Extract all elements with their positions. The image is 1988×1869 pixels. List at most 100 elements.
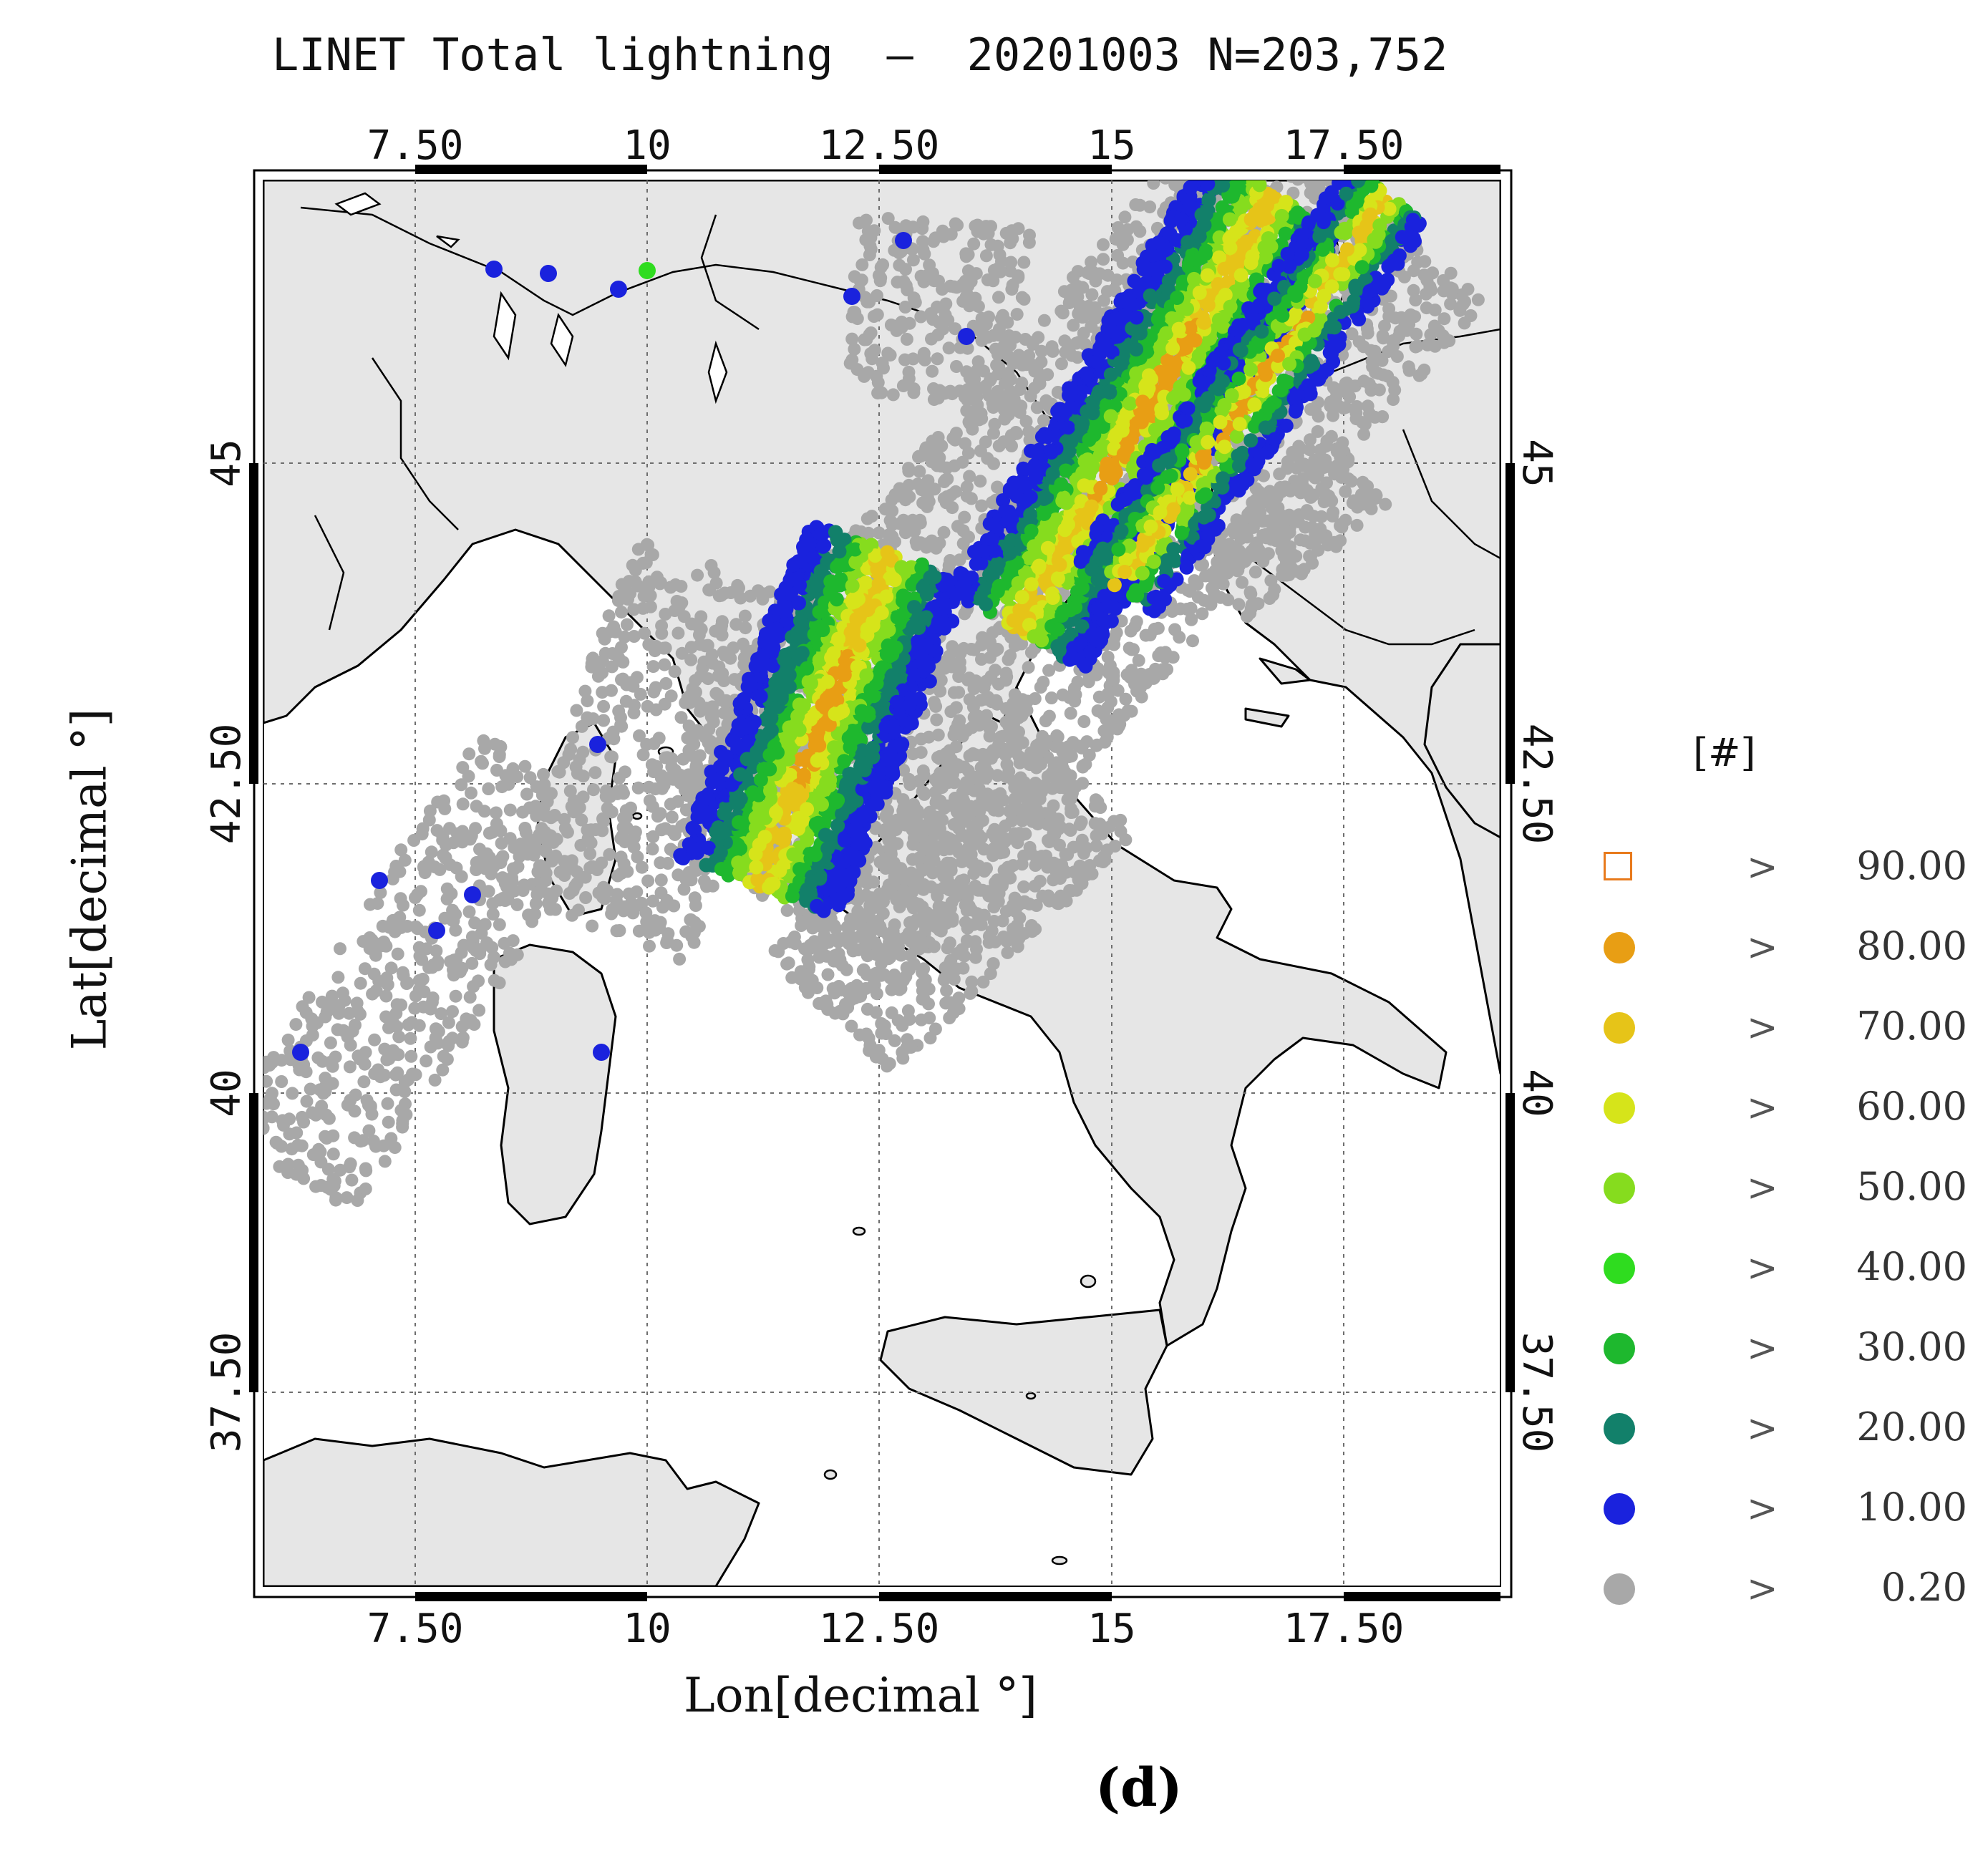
strike-dot [941, 856, 954, 870]
strike-dot [917, 768, 931, 782]
strike-dot [362, 1124, 376, 1137]
strike-dot [1264, 574, 1278, 588]
strike-dot [1471, 293, 1485, 306]
strike-dot [1233, 121, 1246, 134]
strike-dot [480, 847, 494, 860]
strike-dot [997, 930, 1010, 943]
strike-dot [1016, 693, 1029, 707]
strike-dot [1357, 340, 1370, 354]
strike-dot [934, 684, 947, 698]
strike-dot [1005, 724, 1018, 738]
strike-dot [1256, 155, 1269, 168]
strike-dot [1128, 619, 1142, 633]
strike-dot [986, 641, 999, 655]
strike-dot [992, 887, 1006, 900]
strike-dot [919, 923, 932, 936]
strike-dot [649, 703, 663, 717]
strike-dot [456, 797, 470, 811]
strike-dot [1101, 650, 1115, 664]
strike-dot [322, 1078, 336, 1092]
strike-dot [886, 530, 899, 543]
strike-dot [465, 930, 479, 943]
strike-dot [872, 1044, 886, 1057]
strike-dot [1000, 757, 1014, 771]
strike-dot [961, 921, 974, 935]
strike-dot [1047, 799, 1060, 812]
strike-dot [518, 822, 532, 835]
strike-dot [656, 900, 669, 914]
strike-dot [1097, 253, 1110, 266]
strike-dot [718, 586, 732, 600]
strike-dot [958, 510, 971, 524]
strike-dot [867, 310, 881, 323]
strike-dot [1243, 586, 1257, 599]
strike-dot [690, 758, 703, 772]
strike-dot [1196, 132, 1209, 145]
strike-dot [396, 1120, 409, 1134]
strike-dot [1022, 897, 1036, 911]
strike-dot [1085, 288, 1099, 301]
strike-dot [641, 874, 655, 888]
strike-dot [886, 504, 899, 518]
strike-dot [1071, 265, 1085, 278]
strike-dot [1022, 661, 1035, 674]
strike-dot [411, 922, 425, 936]
strike-dot [422, 961, 436, 974]
strike-dot [661, 751, 674, 764]
strike-dot [562, 748, 576, 762]
strike-dot [719, 694, 733, 707]
strike-dot [862, 1031, 876, 1045]
strike-dot [952, 822, 966, 835]
strike-dot [334, 1163, 347, 1177]
strike-dot [604, 625, 618, 639]
strike-dot [586, 651, 600, 665]
strike-dot [1165, 605, 1179, 618]
strike-dot [1306, 510, 1320, 523]
strike-dot [1107, 716, 1121, 729]
strike-dot [1223, 153, 1236, 166]
strike-dot [1208, 587, 1221, 601]
strike-dot [943, 907, 956, 921]
strike-dot [902, 478, 916, 492]
strike-dot [384, 961, 398, 975]
strike-dot [1229, 126, 1242, 139]
strike-dot [446, 1005, 459, 1019]
strike-dot [329, 1193, 342, 1207]
strike-dot [336, 1024, 350, 1037]
strike-dot [989, 802, 1003, 815]
strike-dot [455, 1035, 469, 1049]
strike-dot [1382, 302, 1396, 316]
strike-dot [391, 1066, 404, 1079]
strike-dot [389, 1006, 403, 1020]
strike-dot [674, 711, 688, 724]
strike-dot [832, 935, 845, 948]
strike-dot [351, 1049, 365, 1063]
strike-dot [306, 1029, 319, 1042]
strike-dot [916, 821, 930, 835]
strike-dot [661, 927, 675, 941]
strike-dot [412, 974, 426, 987]
strike-dot [908, 810, 921, 823]
strike-dot [1108, 840, 1122, 853]
land-sardinia [493, 943, 617, 1225]
strike-dot [836, 1007, 850, 1021]
strike-dot [581, 823, 594, 837]
strike-dot [1172, 155, 1185, 168]
map-title: LINET Total lightning – 20201003 N=203,7… [272, 29, 1448, 81]
strike-dot [1334, 534, 1347, 548]
strike-dot [646, 548, 659, 561]
strike-dot [1054, 872, 1067, 885]
strike-dot [871, 376, 885, 389]
strike-dot [1090, 829, 1103, 843]
strike-dot [428, 1073, 442, 1087]
strike-dot [368, 1033, 382, 1047]
strike-dot [981, 766, 994, 780]
strike-dot [1064, 769, 1077, 782]
strike-dot [1009, 426, 1023, 439]
strike-dot [369, 1140, 382, 1153]
strike-dot [1306, 556, 1319, 570]
strike-dot [553, 765, 566, 779]
strike-dot [631, 781, 645, 795]
strike-dot [334, 942, 346, 956]
